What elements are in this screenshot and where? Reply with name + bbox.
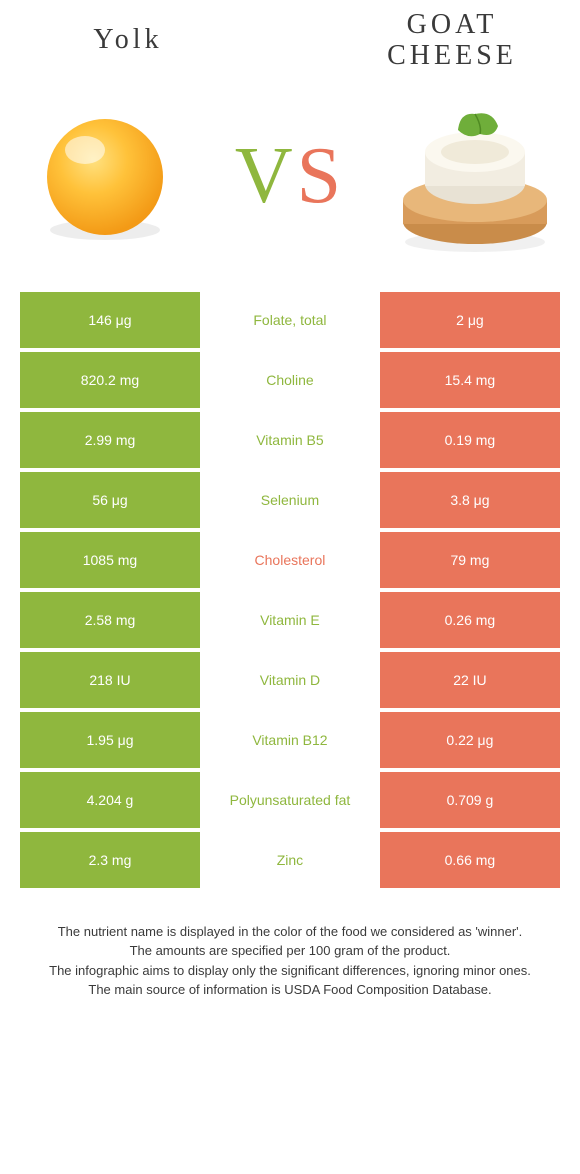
nutrient-name-cell: Choline — [200, 352, 380, 408]
nutrient-name-cell: Vitamin B5 — [200, 412, 380, 468]
nutrient-name-cell: Zinc — [200, 832, 380, 888]
table-row: 218 IUVitamin D22 IU — [20, 652, 560, 708]
right-food-title-line2: CHEESE — [387, 40, 517, 71]
left-value-cell: 1.95 μg — [20, 712, 200, 768]
right-value-cell: 22 IU — [380, 652, 560, 708]
left-value-cell: 2.3 mg — [20, 832, 200, 888]
right-value-cell: 0.66 mg — [380, 832, 560, 888]
table-row: 2.99 mgVitamin B50.19 mg — [20, 412, 560, 468]
right-value-cell: 0.26 mg — [380, 592, 560, 648]
goat-cheese-icon — [390, 92, 560, 262]
left-food-title: Yolk — [20, 25, 236, 56]
table-row: 56 μgSelenium3.8 μg — [20, 472, 560, 528]
footer-line-1: The nutrient name is displayed in the co… — [20, 922, 560, 942]
table-row: 1085 mgCholesterol79 mg — [20, 532, 560, 588]
table-row: 820.2 mgCholine15.4 mg — [20, 352, 560, 408]
infographic-container: Yolk GOAT CHEESE VS — [0, 0, 580, 1040]
left-value-cell: 146 μg — [20, 292, 200, 348]
nutrient-name-cell: Vitamin B12 — [200, 712, 380, 768]
left-value-cell: 4.204 g — [20, 772, 200, 828]
right-food-title-line1: GOAT — [407, 9, 498, 40]
table-row: 1.95 μgVitamin B120.22 μg — [20, 712, 560, 768]
vs-v: V — [235, 131, 297, 222]
nutrient-name-cell: Cholesterol — [200, 532, 380, 588]
table-row: 2.58 mgVitamin E0.26 mg — [20, 592, 560, 648]
nutrient-name-cell: Folate, total — [200, 292, 380, 348]
right-value-cell: 15.4 mg — [380, 352, 560, 408]
right-value-cell: 0.19 mg — [380, 412, 560, 468]
left-value-cell: 218 IU — [20, 652, 200, 708]
header-titles: Yolk GOAT CHEESE — [0, 0, 580, 72]
footer-line-4: The main source of information is USDA F… — [20, 980, 560, 1000]
right-value-cell: 2 μg — [380, 292, 560, 348]
footer-line-2: The amounts are specified per 100 gram o… — [20, 941, 560, 961]
footer-notes: The nutrient name is displayed in the co… — [0, 892, 580, 1040]
left-food-image — [20, 92, 190, 262]
right-value-cell: 79 mg — [380, 532, 560, 588]
nutrient-name-cell: Vitamin E — [200, 592, 380, 648]
left-value-cell: 1085 mg — [20, 532, 200, 588]
left-value-cell: 2.58 mg — [20, 592, 200, 648]
right-value-cell: 3.8 μg — [380, 472, 560, 528]
left-value-cell: 56 μg — [20, 472, 200, 528]
table-row: 146 μgFolate, total2 μg — [20, 292, 560, 348]
left-value-cell: 2.99 mg — [20, 412, 200, 468]
nutrient-name-cell: Vitamin D — [200, 652, 380, 708]
right-value-cell: 0.709 g — [380, 772, 560, 828]
vs-s: S — [297, 131, 346, 222]
nutrient-name-cell: Selenium — [200, 472, 380, 528]
right-food-image — [390, 92, 560, 262]
table-row: 4.204 gPolyunsaturated fat0.709 g — [20, 772, 560, 828]
nutrient-table: 146 μgFolate, total2 μg820.2 mgCholine15… — [20, 292, 560, 888]
right-value-cell: 0.22 μg — [380, 712, 560, 768]
table-row: 2.3 mgZinc0.66 mg — [20, 832, 560, 888]
right-food-title: GOAT CHEESE — [344, 10, 560, 72]
vs-label: VS — [235, 131, 345, 222]
nutrient-name-cell: Polyunsaturated fat — [200, 772, 380, 828]
yolk-icon — [30, 102, 180, 252]
left-value-cell: 820.2 mg — [20, 352, 200, 408]
footer-line-3: The infographic aims to display only the… — [20, 961, 560, 981]
images-row: VS — [0, 72, 580, 292]
